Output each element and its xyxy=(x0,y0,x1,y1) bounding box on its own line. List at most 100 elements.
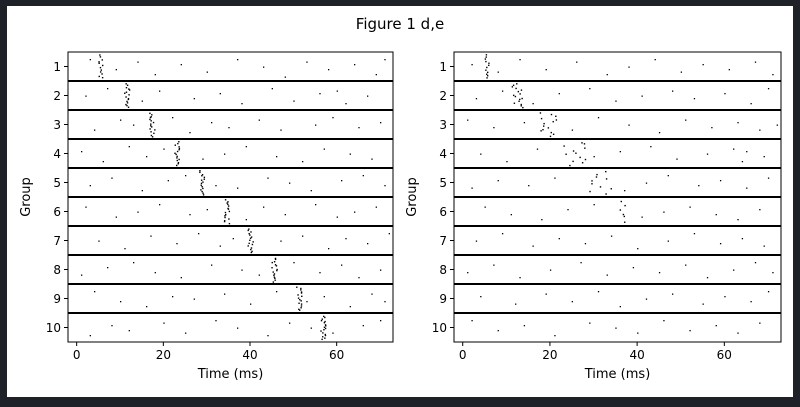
volley-spike xyxy=(300,291,303,293)
y-tick-label: 10 xyxy=(46,321,61,335)
background-spike xyxy=(224,293,226,295)
volley-spike xyxy=(128,88,130,90)
background-spike xyxy=(237,187,239,189)
volley-spike xyxy=(518,100,520,102)
background-spike xyxy=(228,127,230,129)
volley-spike xyxy=(519,93,521,95)
volley-spike xyxy=(271,267,273,269)
background-spike xyxy=(645,298,648,300)
volley-spike xyxy=(599,186,602,188)
volley-spike xyxy=(248,228,250,230)
background-spike xyxy=(193,98,195,100)
volley-spike xyxy=(150,123,152,125)
volley-spike xyxy=(99,54,101,56)
background-spike xyxy=(219,245,221,247)
volley-spike xyxy=(125,86,128,89)
volley-spike xyxy=(324,333,326,336)
background-spike xyxy=(493,264,495,266)
background-spike xyxy=(493,127,495,129)
background-spike xyxy=(206,71,208,73)
volley-spike xyxy=(250,247,253,249)
volley-spike xyxy=(176,157,178,159)
volley-spike xyxy=(539,112,542,114)
volley-spike xyxy=(322,336,324,338)
background-spike xyxy=(180,277,182,279)
background-spike xyxy=(541,219,543,221)
background-spike xyxy=(497,71,499,73)
background-spike xyxy=(354,64,356,66)
background-spike xyxy=(759,322,761,324)
background-spike xyxy=(741,238,744,240)
volley-spike xyxy=(127,97,130,100)
volley-spike xyxy=(99,66,102,69)
background-spike xyxy=(163,148,165,150)
background-spike xyxy=(628,124,630,126)
volley-spike xyxy=(178,149,180,151)
volley-spike xyxy=(605,193,607,195)
background-spike xyxy=(754,262,757,264)
volley-spike xyxy=(124,92,126,94)
volley-spike xyxy=(591,183,593,185)
volley-spike xyxy=(543,122,545,125)
volley-spike xyxy=(98,61,100,63)
volley-spike xyxy=(520,105,522,107)
volley-spike xyxy=(200,182,203,185)
background-spike xyxy=(737,332,739,334)
background-spike xyxy=(480,296,482,298)
background-spike xyxy=(241,103,243,105)
background-spike xyxy=(89,335,91,337)
background-spike xyxy=(501,90,504,92)
background-spike xyxy=(206,209,208,211)
x-tick-label: 0 xyxy=(73,348,81,362)
volley-spike xyxy=(610,188,612,190)
background-spike xyxy=(719,243,722,245)
background-spike xyxy=(593,156,595,158)
volley-spike xyxy=(514,95,517,98)
volley-spike xyxy=(174,144,176,146)
background-spike xyxy=(610,235,613,237)
background-spike xyxy=(211,122,213,124)
background-spike xyxy=(137,211,139,213)
background-spike xyxy=(772,74,774,76)
background-spike xyxy=(693,98,696,100)
volley-spike xyxy=(324,316,326,319)
background-spike xyxy=(750,103,752,105)
volley-spike xyxy=(486,66,488,69)
volley-spike xyxy=(275,265,278,267)
background-spike xyxy=(237,59,239,61)
volley-spike xyxy=(272,281,275,283)
background-spike xyxy=(597,291,600,293)
background-spike xyxy=(746,151,748,153)
background-spike xyxy=(471,64,473,66)
background-spike xyxy=(81,274,83,276)
volley-spike xyxy=(149,128,151,130)
background-spike xyxy=(111,177,113,179)
volley-spike xyxy=(512,94,515,97)
volley-spike xyxy=(274,257,277,260)
volley-spike xyxy=(591,180,593,182)
background-spike xyxy=(185,175,187,177)
y-tick-label: 2 xyxy=(439,89,447,103)
background-spike xyxy=(663,211,665,213)
background-spike xyxy=(380,320,382,322)
background-spike xyxy=(654,59,656,61)
background-spike xyxy=(663,320,665,322)
background-spike xyxy=(189,132,191,134)
volley-spike xyxy=(298,302,300,304)
background-spike xyxy=(124,248,126,250)
background-spike xyxy=(367,95,369,97)
volley-spike xyxy=(127,106,130,108)
volley-spike xyxy=(485,69,487,71)
background-spike xyxy=(94,129,96,131)
background-spike xyxy=(763,156,765,158)
background-spike xyxy=(619,151,621,153)
volley-spike xyxy=(324,337,326,339)
volley-spike xyxy=(101,64,104,67)
background-spike xyxy=(323,296,325,298)
background-spike xyxy=(94,291,96,293)
volley-spike xyxy=(251,250,253,253)
background-spike xyxy=(354,211,356,213)
volley-spike xyxy=(101,59,104,61)
volley-spike xyxy=(324,324,327,326)
background-spike xyxy=(89,185,91,187)
